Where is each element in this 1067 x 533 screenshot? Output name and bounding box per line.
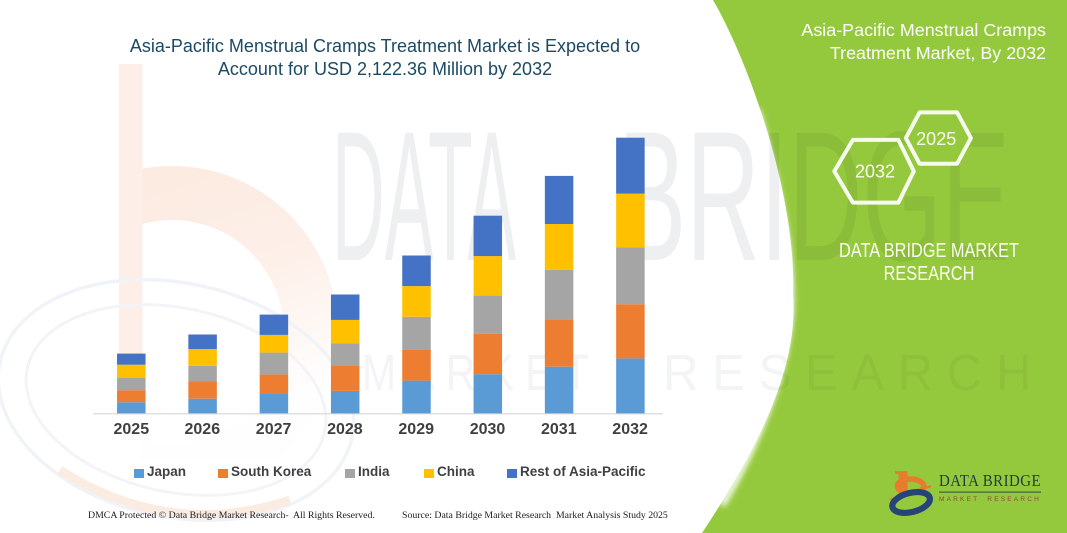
svg-text:2032: 2032 [855, 161, 895, 181]
svg-text:2025: 2025 [916, 129, 956, 149]
